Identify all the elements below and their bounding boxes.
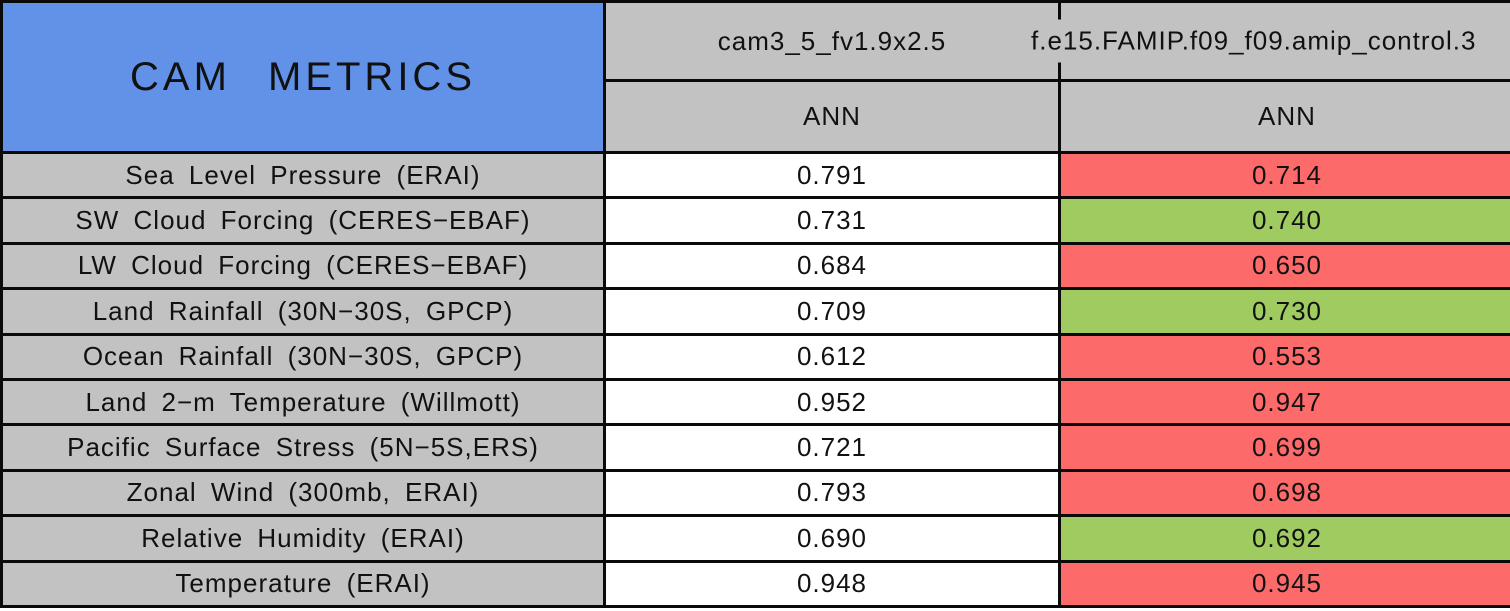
metric-label: Land Rainfall (30N−30S, GPCP) [3, 290, 603, 333]
metric-label: Pacific Surface Stress (5N−5S,ERS) [3, 426, 603, 469]
metric-label: Temperature (ERAI) [3, 562, 603, 605]
season-header-2: ANN [1061, 82, 1510, 151]
metric-label: Land 2−m Temperature (Willmott) [3, 381, 603, 424]
metric-value-col1: 0.721 [606, 426, 1058, 469]
metric-value-col2: 0.650 [1061, 244, 1510, 288]
metric-value-col1: 0.791 [606, 154, 1058, 197]
column-header-model-2-label: f.e15.FAMIP.f09_f09.amip_control.3 [1029, 19, 1479, 63]
metric-value-col2: 0.740 [1061, 199, 1510, 242]
metric-value-col2: 0.553 [1061, 335, 1510, 378]
column-header-model-1: cam3_5_fv1.9x2.5 [606, 3, 1058, 79]
metric-value-col2: 0.699 [1061, 426, 1510, 469]
metric-value-col2: 0.692 [1061, 517, 1510, 560]
metric-label: Ocean Rainfall (30N−30S, GPCP) [3, 335, 603, 378]
metric-value-col1: 0.731 [606, 199, 1058, 242]
metric-value-col1: 0.684 [606, 244, 1058, 288]
metric-value-col1: 0.690 [606, 517, 1058, 560]
metric-label: Sea Level Pressure (ERAI) [3, 154, 603, 197]
metric-value-col2: 0.730 [1061, 290, 1510, 333]
metric-value-col2: 0.698 [1061, 471, 1510, 515]
column-header-model-2: f.e15.FAMIP.f09_f09.amip_control.3 [1029, 3, 1510, 79]
metric-value-col1: 0.709 [606, 290, 1058, 333]
season-header-1: ANN [606, 82, 1058, 151]
metric-value-col2: 0.945 [1061, 562, 1510, 605]
metric-label: Zonal Wind (300mb, ERAI) [3, 471, 603, 515]
metric-value-col2: 0.947 [1061, 381, 1510, 424]
metric-value-col1: 0.948 [606, 562, 1058, 605]
metric-label: SW Cloud Forcing (CERES−EBAF) [3, 199, 603, 242]
table-title: CAM METRICS [3, 3, 603, 151]
metric-label: LW Cloud Forcing (CERES−EBAF) [3, 244, 603, 288]
metric-value-col1: 0.793 [606, 471, 1058, 515]
metric-value-col2: 0.714 [1061, 154, 1510, 197]
metric-value-col1: 0.952 [606, 381, 1058, 424]
metric-label: Relative Humidity (ERAI) [3, 517, 603, 560]
metric-value-col1: 0.612 [606, 335, 1058, 378]
